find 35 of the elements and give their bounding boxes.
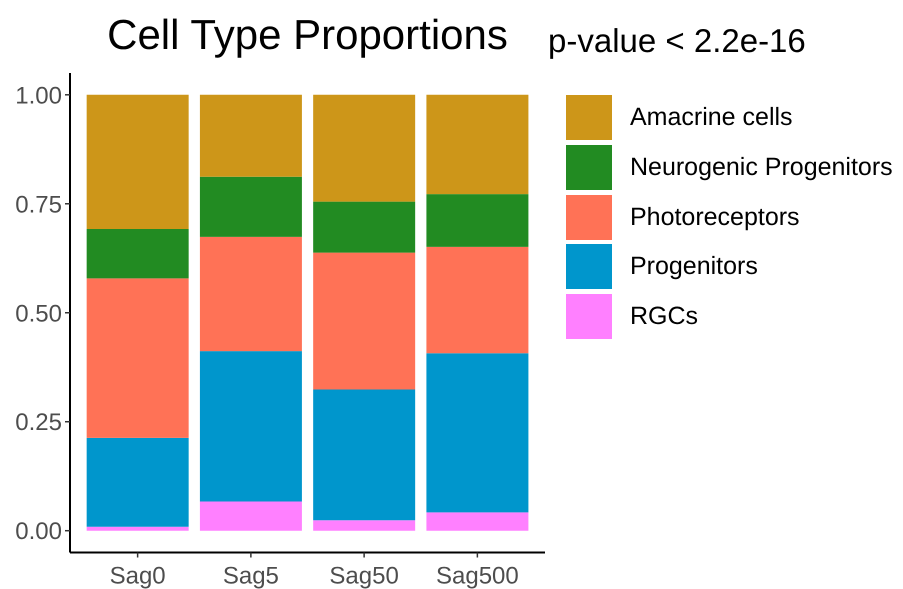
bar — [426, 194, 528, 247]
legend-label: Amacrine cells — [630, 103, 793, 132]
bar — [313, 389, 416, 520]
x-tick-label: Sag500 — [436, 562, 519, 589]
bar — [313, 94, 416, 202]
bar — [200, 502, 302, 531]
legend-label: Photoreceptors — [630, 202, 800, 231]
x-tick-label: Sag0 — [110, 562, 166, 589]
bar — [86, 438, 189, 527]
text: p-value < 2.2e-16 — [548, 22, 806, 59]
bar — [426, 94, 528, 194]
x-tick-label: Sag50 — [329, 562, 399, 589]
bar — [313, 252, 416, 390]
legend-label: Neurogenic Progenitors — [630, 153, 893, 182]
bar — [86, 94, 189, 230]
bar — [313, 202, 416, 253]
bar — [426, 353, 528, 512]
chart-title: Cell Type Proportions — [107, 11, 508, 58]
y-tick-label: 0.75 — [15, 191, 62, 218]
bar — [200, 236, 302, 352]
bar — [200, 351, 302, 502]
x-tick-label: Sag5 — [222, 562, 279, 589]
y-tick-label: 0.50 — [15, 300, 62, 328]
bar — [426, 512, 528, 531]
y-tick-label: 1.00 — [15, 82, 62, 110]
bar — [313, 520, 416, 531]
bar — [86, 229, 189, 278]
bar — [86, 278, 189, 438]
legend-label: Progenitors — [630, 252, 758, 280]
y-tick-label: 0.25 — [15, 409, 62, 436]
legend-label: RGCs — [630, 302, 698, 330]
bar — [200, 94, 302, 177]
bar — [200, 176, 302, 237]
y-tick-label: 0.00 — [15, 518, 62, 546]
bar — [426, 246, 528, 354]
